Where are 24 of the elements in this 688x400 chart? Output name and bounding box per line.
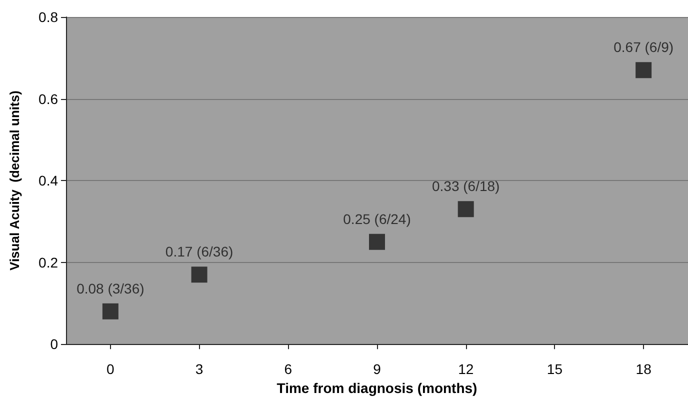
x-tick-label: 6 bbox=[284, 361, 292, 378]
x-tick-label: 18 bbox=[636, 361, 652, 378]
point bbox=[458, 201, 474, 218]
y-tick-label: 0 bbox=[50, 336, 58, 352]
point bbox=[102, 303, 118, 320]
point bbox=[369, 234, 385, 250]
point bbox=[191, 266, 208, 283]
y-tick-label: 0.6 bbox=[38, 90, 58, 107]
x-tick-label: 12 bbox=[458, 361, 474, 378]
data-label: 0.08 (3/36) bbox=[76, 280, 144, 296]
y-tick-label: 0.2 bbox=[38, 254, 58, 270]
data-label: 0.25 (6/24) bbox=[343, 210, 411, 227]
y-tick-label: 0.8 bbox=[38, 9, 58, 25]
y-axis-title: Visual Acuity (decimal units) bbox=[7, 90, 22, 270]
y-tick-label: 0.4 bbox=[38, 172, 58, 189]
data-label: 0.17 (6/36) bbox=[165, 244, 234, 260]
x-tick-label: 15 bbox=[546, 361, 563, 378]
x-tick-label: 3 bbox=[195, 361, 204, 378]
x-axis-title: Time from diagnosis (months) bbox=[276, 380, 478, 396]
point bbox=[636, 62, 652, 78]
data-label: 0.33 (6/18) bbox=[432, 178, 500, 194]
x-tick-label: 0 bbox=[106, 361, 115, 378]
x-tick-label: 9 bbox=[373, 361, 382, 378]
data-label: 0.67 (6/9) bbox=[614, 39, 674, 56]
